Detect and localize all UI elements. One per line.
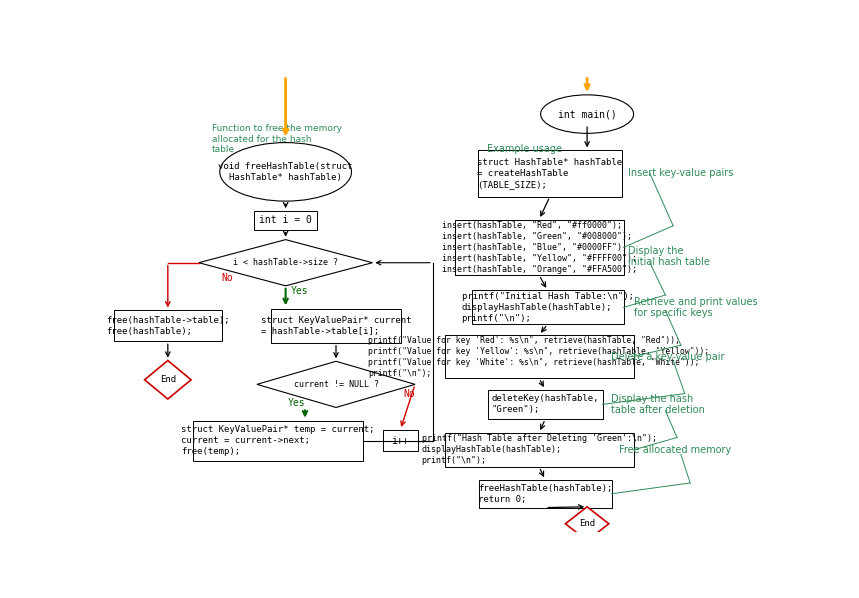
Polygon shape [257,361,415,407]
Bar [254,211,317,230]
Text: Delete a key-value pair: Delete a key-value pair [611,352,725,362]
Text: Display the hash
table after deletion: Display the hash table after deletion [611,393,705,415]
Bar [478,150,622,197]
Text: Yes: Yes [290,286,308,296]
Text: struct HashTable* hashTable
= createHashTable
(TABLE_SIZE);: struct HashTable* hashTable = createHash… [478,158,623,189]
Text: Function to free the memory
allocated for the hash
table: Function to free the memory allocated fo… [212,124,342,154]
Text: Free allocated memory: Free allocated memory [618,445,731,455]
Text: No: No [404,389,416,399]
Text: i < hashTable->size ?: i < hashTable->size ? [233,258,338,267]
Polygon shape [565,507,609,541]
Text: Display the
initial hash table: Display the initial hash table [628,246,710,267]
Text: End: End [579,519,595,528]
Text: void freeHashTable(struct
HashTable* hashTable): void freeHashTable(struct HashTable* has… [218,162,353,182]
Bar [192,420,363,460]
Bar [488,390,603,419]
Text: freeHashTable(hashTable);
return 0;: freeHashTable(hashTable); return 0; [478,484,612,504]
Text: int main(): int main() [557,109,617,119]
Text: Yes: Yes [288,398,305,408]
Text: i++: i++ [392,435,409,446]
Ellipse shape [540,95,634,133]
Text: No: No [222,273,234,283]
Bar [113,310,222,341]
Text: int i = 0: int i = 0 [259,215,312,225]
Bar [383,430,417,451]
Text: printf("Hash Table after Deleting 'Green':\n");
displayHashTable(hashTable);
pri: printf("Hash Table after Deleting 'Green… [422,434,656,465]
Text: struct KeyValuePair* temp = current;
current = current->next;
free(temp);: struct KeyValuePair* temp = current; cur… [181,425,375,456]
Text: Example usage: Example usage [487,144,562,154]
Text: printf("Value for key 'Red': %s\n", retrieve(hashTable, "Red"));
printf("Value f: printf("Value for key 'Red': %s\n", retr… [369,335,710,378]
Bar [271,309,401,343]
Text: printf("Initial Hash Table:\n");
displayHashTable(hashTable);
printf("\n");: printf("Initial Hash Table:\n"); display… [461,292,634,323]
Text: insert(hashTable, "Red", "#ff0000");
insert(hashTable, "Green", "#008000");
inse: insert(hashTable, "Red", "#ff0000"); ins… [442,221,637,274]
Bar [444,433,634,467]
Polygon shape [144,361,191,399]
Text: End: End [160,376,176,385]
Bar [478,480,612,508]
Text: deleteKey(hashTable,
"Green");: deleteKey(hashTable, "Green"); [491,394,599,414]
Text: Insert key-value pairs: Insert key-value pairs [628,169,734,178]
Text: current != NULL ?: current != NULL ? [294,380,379,389]
Bar [444,335,634,378]
Ellipse shape [220,142,351,201]
Text: struct KeyValuePair* current
= hashTable->table[i];: struct KeyValuePair* current = hashTable… [261,316,411,336]
Polygon shape [198,240,373,286]
Text: free(hashTable->table);
free(hashTable);: free(hashTable->table); free(hashTable); [106,316,229,336]
Bar [472,291,624,324]
Bar [454,219,624,275]
Text: Retrieve and print values
for specific keys: Retrieve and print values for specific k… [635,297,758,318]
